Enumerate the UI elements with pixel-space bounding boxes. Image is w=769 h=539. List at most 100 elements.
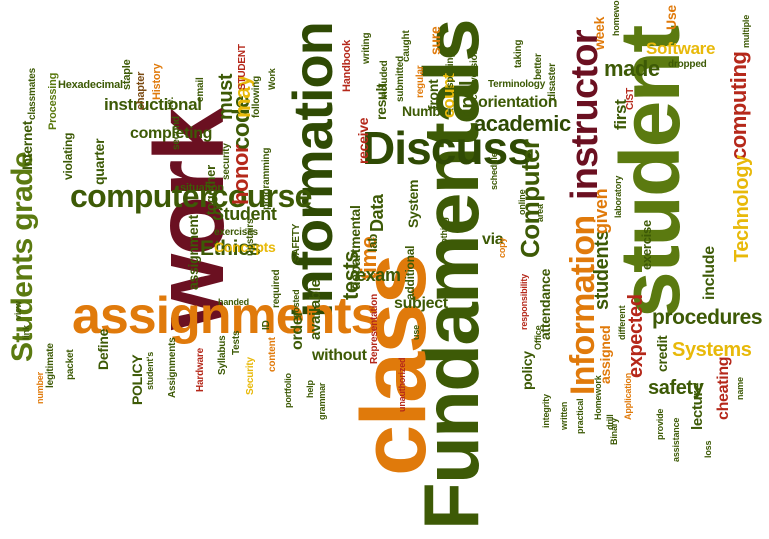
word-grammar: grammar <box>317 382 327 420</box>
word-dropped: dropped <box>668 59 707 70</box>
word-email: email <box>195 77 206 102</box>
word-different: different <box>617 305 627 340</box>
word-schedule: schedule <box>489 152 499 190</box>
word-tests-cap: Tests <box>231 330 242 355</box>
word-upstairs: upstairs <box>245 218 256 256</box>
word-homework: homework <box>611 0 621 36</box>
word-number-lc: number <box>35 372 45 404</box>
word-office: Office <box>533 325 543 350</box>
word-assignment: assignment <box>185 215 201 290</box>
word-security: security <box>221 143 232 180</box>
word-exam: exam <box>356 265 401 285</box>
word-representation: Representation <box>369 294 380 364</box>
word-sure: sure <box>427 26 443 55</box>
word-instructional: instructional <box>104 95 202 114</box>
word-packet: packet <box>65 349 76 381</box>
word-student-caps: STUDENT <box>237 44 248 90</box>
word-assignments: assignments <box>72 287 379 345</box>
word-available: available <box>307 279 324 340</box>
word-software: Software <box>646 39 716 58</box>
word-students-poss: student's <box>145 351 155 390</box>
word-syllabus: Syllabus <box>217 335 228 375</box>
word-writing: writing <box>361 32 372 64</box>
word-chapter: chapter <box>135 71 147 110</box>
word-cist: CIST <box>625 88 636 110</box>
word-posted: posted <box>291 289 301 318</box>
word-technology: Technology <box>731 155 753 262</box>
word-homework-cap: Homework <box>593 375 603 420</box>
word-internet: Internet <box>19 120 35 170</box>
word-classmates: classmates <box>27 68 38 120</box>
word-define: Define <box>95 328 111 370</box>
word-spelling: spelling <box>445 51 456 88</box>
word-additional: additional <box>403 245 417 300</box>
word-credit: credit <box>654 335 670 372</box>
word-submitted: submitted <box>395 56 406 102</box>
word-unauthorized: unauthorized <box>397 357 407 412</box>
word-handbook: Handbook <box>341 39 353 92</box>
word-responsibility: responsibility <box>519 274 529 330</box>
word-cheating: cheating <box>715 356 732 420</box>
word-laboratory: laboratory <box>613 175 623 218</box>
word-terminology: Terminology <box>488 79 546 90</box>
word-help: help <box>305 380 315 398</box>
word-via: via <box>482 231 504 248</box>
word-work-cap: Work <box>267 68 277 90</box>
word-procedures: procedures <box>652 306 763 329</box>
word-discuss: Discuss <box>362 122 533 174</box>
word-link: link <box>21 325 31 340</box>
word-instructor: instructor <box>564 30 606 200</box>
word-multiple: multiple <box>741 14 751 48</box>
word-include: include <box>701 246 718 300</box>
word-portfolio: portfolio <box>283 373 293 408</box>
word-student-cap: Student <box>212 204 277 224</box>
word-orientation: orientation <box>478 94 558 111</box>
word-students: students <box>591 229 613 310</box>
word-hardware: Hardware <box>195 348 206 392</box>
word-name: name <box>735 377 745 400</box>
word-completing: completing <box>130 125 213 142</box>
word-violating: violating <box>61 132 75 180</box>
word-subject: subject <box>394 295 448 312</box>
word-taking: taking <box>513 39 524 68</box>
word-safety: safety <box>648 377 704 399</box>
word-front: front <box>425 79 441 110</box>
word-content: content <box>267 337 278 372</box>
word-ethics: Ethics <box>200 237 261 260</box>
word-practical: practical <box>575 398 585 434</box>
word-made: made <box>604 56 660 81</box>
word-area: area <box>535 204 545 222</box>
word-application: Application <box>623 372 633 420</box>
word-handed: handed <box>218 297 249 307</box>
word-number: Number <box>402 103 454 119</box>
word-copy: copy <box>497 237 507 258</box>
word-quarter: quarter <box>91 138 107 185</box>
word-use: Use <box>663 5 679 30</box>
word-receive: receive <box>355 117 371 164</box>
word-assignments-cap: Assignments <box>167 337 178 398</box>
word-assistance: assistance <box>671 417 681 462</box>
word-following: following <box>251 75 262 118</box>
word-situation: situation <box>180 182 224 194</box>
word-included: included <box>379 60 390 100</box>
word-information: information <box>281 22 344 318</box>
word-provide: provide <box>655 408 665 440</box>
word-disaster: disaster <box>547 63 558 100</box>
word-conversion: conversion <box>469 48 480 100</box>
word-hexadecimal: Hexadecimal <box>58 79 123 91</box>
word-programming: programming <box>261 147 272 210</box>
word-loss: loss <box>703 440 713 458</box>
word-security-cap: Security <box>245 357 256 395</box>
word-drill: drill <box>605 414 615 430</box>
word-expected: expected <box>625 294 647 378</box>
word-history: History <box>151 63 163 100</box>
word-honor: honor <box>228 144 253 205</box>
word-written: written <box>559 401 569 430</box>
word-better: better <box>533 53 544 80</box>
word-policy: policy <box>519 351 535 390</box>
word-safety-caps: SAFETY <box>291 223 302 262</box>
word-view: view <box>13 301 23 320</box>
word-week: week <box>591 16 607 50</box>
word-required: required <box>271 269 282 308</box>
